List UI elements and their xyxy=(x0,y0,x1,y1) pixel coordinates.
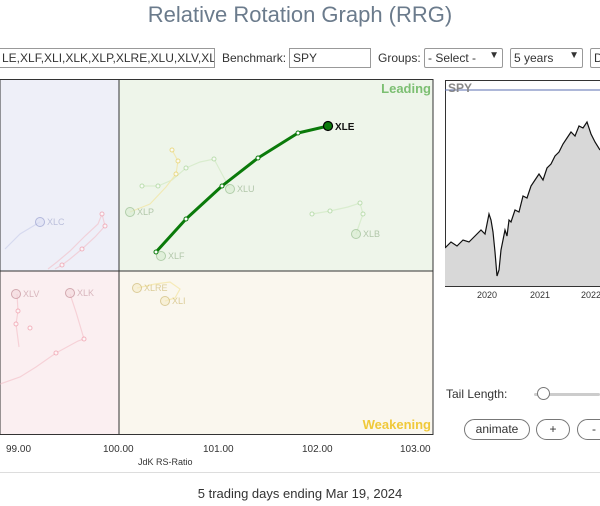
xlk-point[interactable] xyxy=(65,288,75,298)
chart-border xyxy=(0,79,434,435)
groups-label: Groups: xyxy=(378,51,421,65)
xlk-tail-upper xyxy=(47,213,103,270)
lagging-quadrant xyxy=(0,271,119,434)
price-x-tick: 2020 xyxy=(477,290,497,300)
price-line xyxy=(445,120,600,277)
xlc-label: XLC xyxy=(47,217,65,227)
xlc-point[interactable] xyxy=(35,217,45,227)
xlu-label: XLU xyxy=(237,184,255,194)
tail-length-track[interactable] xyxy=(534,393,600,396)
tail-length-slider-handle[interactable] xyxy=(537,387,550,400)
xlb-point[interactable] xyxy=(351,229,361,239)
groups-select-value: - Select - xyxy=(428,51,477,65)
xli-point[interactable] xyxy=(160,296,170,306)
x-tick: 100.00 xyxy=(103,444,134,455)
xlre-label: XLRE xyxy=(144,283,168,293)
x-axis: 99.00 100.00 101.00 102.00 103.00 JdK RS… xyxy=(0,444,434,474)
x-tick: 101.00 xyxy=(203,444,234,455)
animate-button[interactable]: animate xyxy=(464,419,530,440)
xle-label: XLE xyxy=(335,122,355,133)
improving-quadrant xyxy=(0,79,119,271)
xlp-point[interactable] xyxy=(125,207,135,217)
weakening-label: Weakening xyxy=(363,417,431,432)
xlv-tail xyxy=(15,293,20,348)
rrg-chart[interactable]: Leading Weakening XLU XLP XLF XLB XLC XL… xyxy=(0,79,434,435)
price-area xyxy=(445,122,600,286)
plus-button[interactable]: + xyxy=(536,419,570,440)
footer-status: 5 trading days ending Mar 19, 2024 xyxy=(197,486,403,501)
xlv-label: XLV xyxy=(23,289,39,299)
period-select-value: 5 years xyxy=(514,51,554,65)
xlre-point[interactable] xyxy=(132,283,142,293)
benchmark-label: Benchmark: xyxy=(222,51,287,65)
x-axis-label: JdK RS-Ratio xyxy=(138,457,193,467)
minus-button[interactable]: - xyxy=(577,419,600,440)
xlp-label: XLP xyxy=(137,207,154,217)
xle-point[interactable] xyxy=(322,120,334,132)
x-tick: 103.00 xyxy=(400,444,431,455)
groups-select[interactable]: - Select - ▼ xyxy=(424,48,503,68)
x-tick: 99.00 xyxy=(6,444,32,455)
xlv-point[interactable] xyxy=(11,289,21,299)
chevron-down-icon: ▼ xyxy=(569,50,579,61)
xli-tail xyxy=(136,281,181,302)
toolbar: LE,XLF,XLI,XLK,XLP,XLRE,XLU,XLV,XL Bench… xyxy=(0,48,600,70)
benchmark-input[interactable]: SPY xyxy=(289,48,371,68)
period-select[interactable]: 5 years ▼ xyxy=(510,48,583,68)
price-x-tick: 2022 xyxy=(581,290,600,300)
xli-label: XLI xyxy=(172,296,186,306)
symbols-input[interactable]: LE,XLF,XLI,XLK,XLP,XLRE,XLU,XLV,XL xyxy=(0,48,215,68)
x-tick: 102.00 xyxy=(302,444,333,455)
xlu-point[interactable] xyxy=(225,184,235,194)
tail-length-label: Tail Length: xyxy=(446,387,508,401)
xlf-label: XLF xyxy=(168,251,185,261)
chevron-down-icon: ▼ xyxy=(489,50,499,61)
xlf-point[interactable] xyxy=(156,251,166,261)
xlb-label: XLB xyxy=(363,229,380,239)
xlk-label: XLK xyxy=(77,288,94,298)
weakening-quadrant xyxy=(119,271,433,434)
xlb-tail xyxy=(311,202,364,235)
price-x-tick: 2021 xyxy=(530,290,550,300)
extra-select[interactable]: D xyxy=(590,48,600,68)
page-title: Relative Rotation Graph (RRG) xyxy=(147,2,453,27)
xlc-tail-blue xyxy=(4,221,41,250)
xlk-tail xyxy=(0,293,85,385)
leading-quadrant xyxy=(119,79,433,271)
price-chart[interactable]: SPY 2020 2021 2022 xyxy=(445,80,600,302)
xle-tail xyxy=(154,124,330,254)
leading-label: Leading xyxy=(381,81,431,96)
price-chart-symbol: SPY xyxy=(448,81,472,95)
divider xyxy=(0,472,600,473)
